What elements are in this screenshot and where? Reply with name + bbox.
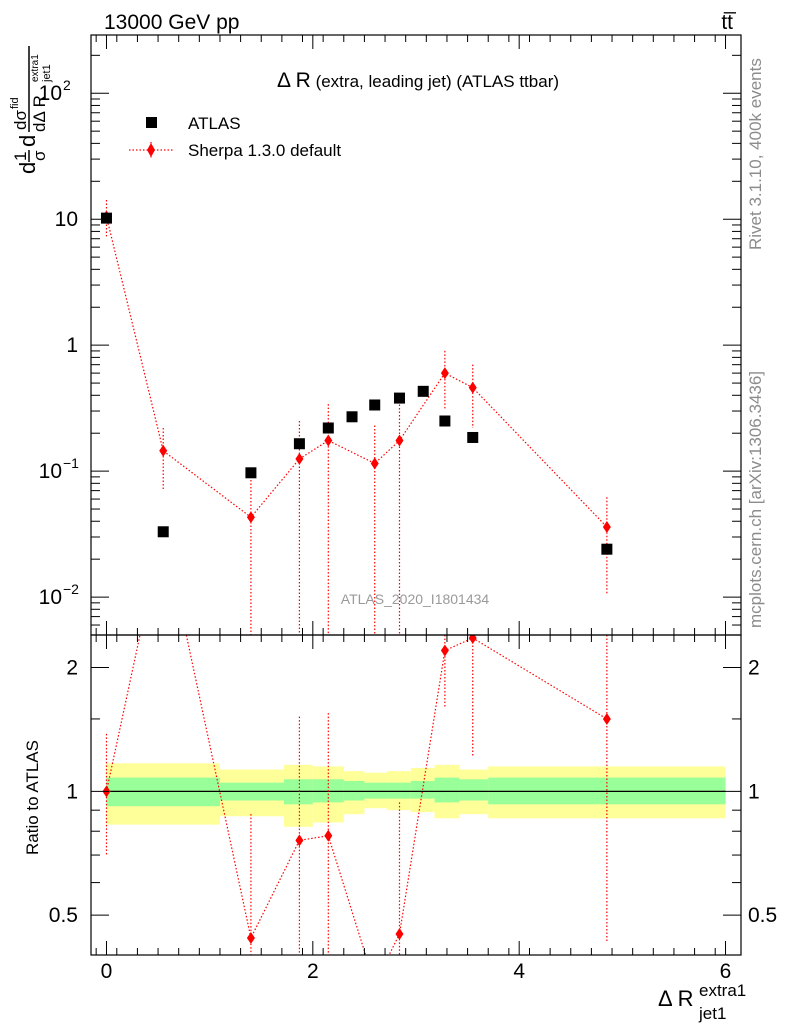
sherpa-point-6: [395, 434, 404, 447]
x-tick-label-3: 6: [720, 960, 732, 983]
main-y-tick-exponent-0: −2: [63, 581, 79, 597]
y-label-d2: d: [15, 135, 40, 147]
sherpa-point-4: [324, 434, 333, 447]
y-label-d: d: [15, 162, 40, 174]
atlas-point-0: [100, 212, 112, 224]
legend-sherpa-marker: [147, 143, 155, 157]
sherpa-point-2: [246, 511, 255, 524]
sherpa-point-3: [295, 452, 304, 465]
ratio-sherpa-point-4: [324, 829, 333, 842]
atlas-point-3: [293, 438, 305, 450]
ratio-y-tick-label-right-2: 2: [748, 657, 760, 680]
ratio-sherpa-point-8: [468, 635, 477, 645]
x-axis-label: Δ R extra1 jet1: [658, 981, 746, 1023]
sherpa-point-5: [370, 457, 379, 470]
mcplots-label: mcplots.cern.ch [arXiv:1306.3436]: [746, 371, 765, 628]
ratio-sherpa-point-7: [440, 644, 449, 657]
ratio-y-tick-label-right-0: 0.5: [748, 904, 777, 927]
main-y-tick-exponent-1: −1: [63, 455, 79, 471]
band-inner-4: [343, 780, 365, 801]
y-label-ddr: dΔ R: [30, 95, 49, 132]
atlas-point-6: [369, 399, 381, 411]
process-label: tt̅: [721, 11, 737, 34]
ratio-y-axis-label: Ratio to ATLAS: [23, 740, 42, 855]
sherpa-point-1: [159, 444, 168, 457]
legend-atlas-marker: [146, 117, 157, 128]
atlas-point-5: [346, 411, 358, 423]
x-label-main: Δ R: [658, 986, 693, 1011]
x-tick-label-2: 4: [513, 960, 525, 983]
atlas-point-10: [467, 431, 479, 443]
main-y-axis-label: d 1 σ d dσ fid dΔ R jet1 extra1: [9, 46, 53, 174]
legend: ATLAS Sherpa 1.3.0 default: [129, 114, 341, 160]
ratio-sherpa-point-2: [246, 931, 255, 944]
legend-sherpa-label: Sherpa 1.3.0 default: [188, 141, 341, 160]
sherpa-point-8: [468, 381, 477, 394]
y-label-dsigma: dσ: [11, 110, 30, 130]
band-inner-5: [364, 782, 388, 799]
main-y-tick-label-2: 1: [66, 334, 78, 357]
chart-title: Δ R (extra, leading jet) (ATLAS ttbar): [277, 69, 559, 92]
sherpa-point-7: [440, 367, 449, 380]
main-y-tick-label-0: 10: [39, 586, 62, 609]
y-label-jet1: jet1: [41, 64, 53, 83]
ratio-sherpa-point-3: [295, 834, 304, 847]
energy-label: 13000 GeV pp: [104, 11, 239, 34]
title-main: Δ R: [277, 69, 311, 92]
atlas-point-1: [157, 526, 169, 538]
main-y-tick-label-3: 10: [55, 208, 78, 231]
title-rest: (extra, leading jet) (ATLAS ttbar): [311, 72, 559, 91]
main-y-tick-exponent-4: 2: [63, 77, 71, 93]
x-tick-label-0: 0: [101, 960, 113, 983]
ratio-y-tick-label-2: 2: [66, 657, 78, 680]
legend-entry-sherpa: Sherpa 1.3.0 default: [129, 141, 341, 160]
x-label-sub: jet1: [698, 1004, 726, 1023]
band-inner-9: [459, 779, 489, 801]
y-label-fid: fid: [9, 97, 21, 109]
sherpa-line: [105, 216, 608, 528]
rivet-version-label: Rivet 3.1.10, 400k events: [746, 58, 765, 250]
main-y-tick-label-1: 10: [39, 460, 62, 483]
watermark-label: ATLAS_2020_I1801434: [341, 591, 490, 607]
atlas-point-7: [393, 392, 405, 404]
x-tick-label-1: 2: [307, 960, 319, 983]
ratio-panel-frame: [90, 634, 742, 956]
ratio-y-tick-label-right-1: 1: [748, 780, 760, 803]
atlas-point-9: [439, 415, 451, 427]
y-label-one: 1: [11, 152, 30, 161]
x-label-sup: extra1: [699, 981, 746, 1000]
legend-atlas-label: ATLAS: [188, 114, 241, 133]
ratio-y-tick-label-1: 1: [66, 780, 78, 803]
y-label-extra1: extra1: [30, 54, 41, 82]
legend-entry-atlas: ATLAS: [146, 114, 241, 133]
band-inner-8: [434, 777, 460, 803]
main-series: [100, 200, 613, 635]
ratio-sherpa-line: [105, 635, 608, 955]
atlas-point-2: [245, 467, 257, 479]
ratio-series: [102, 635, 611, 990]
ratio-sherpa-point-6: [395, 927, 404, 940]
atlas-point-11: [601, 543, 613, 555]
ratio-y-tick-label-0: 0.5: [49, 904, 78, 927]
sherpa-point-9: [602, 521, 611, 534]
atlas-point-4: [322, 422, 334, 434]
band-inner-6: [387, 782, 411, 799]
ratio-sherpa-point-9: [602, 712, 611, 725]
y-label-sigma: σ: [30, 150, 49, 161]
ratio-sherpa-point-5: [371, 978, 379, 990]
ratio-uncertainty-bands: [106, 763, 726, 827]
main-y-tick-label-4: 10: [39, 82, 62, 105]
atlas-point-8: [417, 385, 429, 397]
